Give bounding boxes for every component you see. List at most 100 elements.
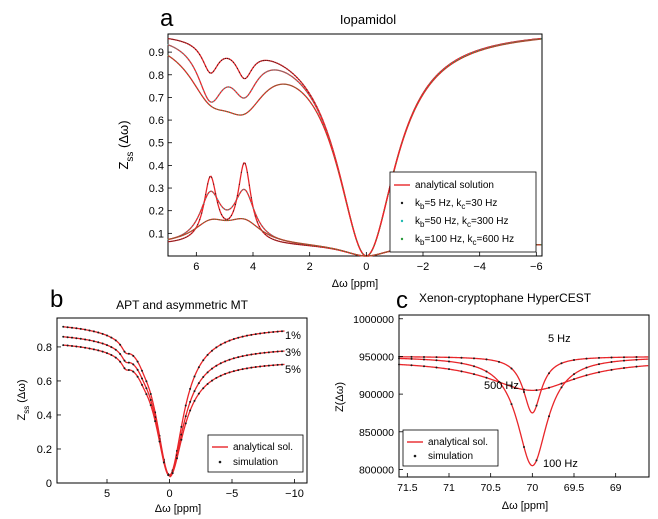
panel-a-lower-sim-point-1 — [215, 193, 217, 195]
panel-a-lower-sim-point-1 — [169, 240, 171, 243]
panel-a-upper-sim-point-2 — [258, 77, 260, 79]
panel-a-upper-sim-point-3 — [369, 252, 371, 254]
panel-a-upper-sim-point-1 — [284, 67, 286, 69]
panel-a-upper-sim-point-3 — [492, 46, 494, 48]
panel-b-sim-point — [75, 327, 78, 330]
panel-a-lower-sim-point-1 — [213, 183, 215, 185]
panel-a-lower-sim-point-3 — [211, 218, 213, 220]
panel-b-sim-point — [123, 359, 126, 362]
panel-a-upper-sim-point-3 — [409, 120, 411, 122]
panel-c-sim-point — [485, 376, 488, 379]
panel-a-upper-sim-point-3 — [371, 249, 373, 251]
panel-a-upper-sim-point-1 — [222, 58, 225, 60]
panel-a-upper-sim-point-3 — [403, 136, 405, 138]
panel-a-lower-sim-point-3 — [268, 234, 270, 236]
panel-a-upper-sim-point-2 — [197, 75, 199, 77]
panel-a-upper-sim-point-3 — [314, 108, 316, 110]
panel-a-upper-sim-point-3 — [437, 75, 439, 77]
panel-b-sim-point — [71, 344, 73, 347]
panel-b-sim-point — [88, 347, 91, 350]
panel-b-sim-point — [88, 339, 91, 342]
panel-a-lower-sim-point-3 — [175, 237, 177, 239]
panel-c-sim-point — [610, 361, 613, 364]
panel-a-upper-sim-point-3 — [443, 69, 445, 71]
panel-a-xtick-label: −2 — [417, 261, 430, 273]
panel-a-lower-sim-point-1 — [226, 218, 229, 220]
panel-b-sim-point — [232, 338, 235, 341]
panel-b-lines — [62, 325, 285, 478]
panel-b-sim-point — [127, 352, 130, 355]
panel-c-xtick-label: 71.5 — [397, 482, 418, 494]
panel-a-lower-sim-point-1 — [278, 240, 280, 242]
panel-a-lower-sim-point-3 — [298, 242, 300, 244]
panel-a-upper-sim-point-2 — [222, 88, 225, 90]
panel-a-lower-sim-point-3 — [538, 244, 540, 246]
panel-a-lower-sim-point-3 — [252, 223, 254, 225]
panel-a-lower-sim-point-1 — [248, 184, 250, 186]
panel-b-sim-point — [84, 346, 87, 349]
panel-a-xtick-label: −4 — [473, 261, 486, 273]
panel-a-lower-sim-point-3 — [318, 245, 320, 247]
panel-b-xtick-label: 5 — [104, 488, 110, 500]
panel-b-sim-point — [106, 334, 108, 337]
panel-a-lower-sim-point-1 — [205, 193, 207, 195]
panel-c-axes-frame — [398, 314, 650, 478]
panel-c-legend: analytical sol. simulation — [402, 429, 499, 467]
panel-a-lower-sim-point-3 — [238, 218, 240, 220]
panel-b-sim-point — [106, 352, 108, 355]
panel-a-upper-sim-point-3 — [417, 102, 419, 105]
panel-a-upper-sim-point-3 — [205, 100, 207, 102]
panel-a-lower-sim-point-3 — [332, 247, 334, 250]
panel-a-upper-sim-point-2 — [278, 69, 280, 72]
panel-a-upper-sim-point-1 — [213, 70, 215, 72]
panel-b-sim-point — [132, 354, 135, 357]
panel-a-upper-sim-point-1 — [171, 38, 173, 40]
panel-a-upper-sim-point-2 — [236, 92, 238, 95]
panel-a-lower-sim-point-2 — [205, 197, 207, 199]
panel-a-lower-sim-point-3 — [226, 219, 229, 222]
panel-b-sim-point — [79, 327, 82, 330]
panel-b-sim-point — [101, 350, 104, 353]
panel-c-title: Xenon-cryptophane HyperCEST — [419, 291, 592, 305]
panel-a-upper-sim-point-1 — [300, 81, 302, 83]
panel-a-lower-sim-point-1 — [171, 240, 173, 242]
panel-a-lower-sim-point-2 — [258, 221, 260, 223]
panel-a-upper-sim-point-3 — [383, 210, 385, 212]
panel-b-sim-point — [136, 368, 139, 371]
panel-a-lower-sim-point-2 — [215, 195, 217, 197]
panel-a-lower-sim-point-3 — [371, 254, 373, 257]
panel-a-upper-sim-point-2 — [169, 44, 171, 47]
panel-a-upper-sim-point-1 — [262, 60, 264, 62]
panel-a-upper-sim-point-3 — [526, 40, 528, 42]
panel-c-sim-point — [535, 404, 538, 407]
panel-a-lower-sim-point-1 — [290, 242, 292, 245]
panel-a-lower-sim-point-3 — [312, 244, 314, 246]
panel-a-upper-sim-point-3 — [385, 202, 387, 204]
panel-a-upper-sim-point-1 — [270, 60, 272, 62]
panel-a-upper-sim-point-3 — [226, 111, 229, 113]
panel-a-lower-sim-point-3 — [345, 251, 348, 253]
panel-c-legend-box — [402, 429, 499, 467]
panel-a-upper-sim-point-1 — [282, 65, 284, 67]
panel-a-lower-sim-point-1 — [191, 232, 193, 234]
panel-b-sim-point — [211, 349, 213, 352]
panel-c-sim-point — [548, 386, 550, 389]
panel-a-upper-sim-point-2 — [298, 81, 300, 84]
panel-a-upper-sim-point-3 — [330, 144, 332, 146]
panel-b-sim-point — [211, 367, 213, 370]
panel-a-upper-sim-point-3 — [221, 109, 223, 111]
panel-a-upper-sim-point-3 — [474, 51, 476, 53]
panel-b-ytick-label: 0.4 — [37, 410, 52, 422]
panel-b-sim-point — [254, 333, 257, 336]
panel-a-upper-sim-point-3 — [490, 46, 492, 48]
panel-b-sim-point — [92, 340, 95, 343]
panel-a-lower-sim-point-3 — [361, 255, 363, 257]
panel-a-lower-sim-point-3 — [177, 236, 179, 238]
panel-b-sim-point — [254, 366, 257, 369]
panel-a-upper-sim-point-1 — [185, 42, 187, 44]
panel-b-sim-point — [250, 366, 253, 369]
panel-a-lower-sim-point-3 — [270, 235, 272, 237]
panel-a-lower-sim-point-3 — [387, 251, 389, 253]
panel-a-upper-sim-point-3 — [252, 106, 254, 108]
panel-a-upper-sim-point-3 — [536, 39, 538, 41]
